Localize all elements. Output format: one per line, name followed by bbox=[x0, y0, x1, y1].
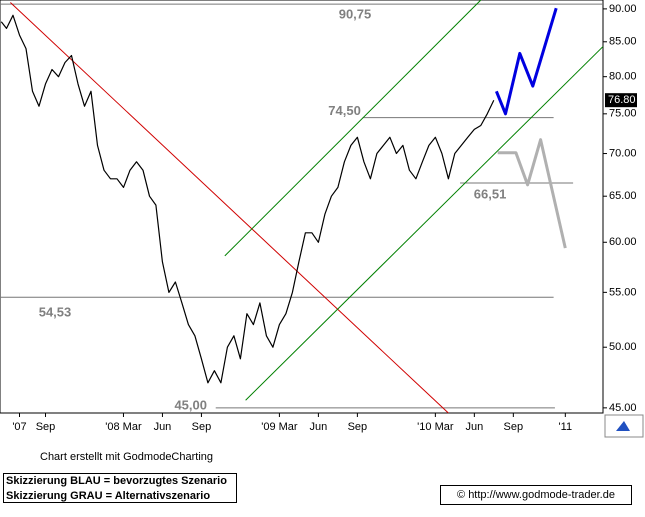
trend-line bbox=[10, 2, 449, 414]
x-tick-label: Jun bbox=[310, 421, 328, 433]
price-line bbox=[0, 14, 495, 384]
level-label: 45,00 bbox=[174, 397, 207, 412]
level-label: 66,51 bbox=[474, 186, 507, 201]
y-tick-label: 65.00 bbox=[609, 190, 637, 202]
trend-line bbox=[245, 46, 604, 401]
note: Skizzierung GRAU = Alternativszenario bbox=[6, 490, 211, 502]
y-tick-label: 45.00 bbox=[609, 402, 637, 414]
x-tick-label: Jun bbox=[465, 421, 483, 433]
y-tick-label: 60.00 bbox=[609, 236, 637, 248]
x-tick-label: Jun bbox=[154, 421, 172, 433]
note: Skizzierung BLAU = bevorzugtes Szenario bbox=[6, 475, 227, 487]
scenario-line bbox=[497, 138, 567, 249]
x-tick-label: Sep bbox=[348, 421, 368, 433]
y-tick-label: 85.00 bbox=[609, 36, 637, 48]
x-tick-label: '10 Mar bbox=[417, 421, 454, 433]
url: © http://www.godmode-trader.de bbox=[440, 485, 632, 505]
x-tick-label: '11 bbox=[559, 421, 573, 433]
scenario-box: Skizzierung BLAU = bevorzugtes Szenario … bbox=[3, 473, 237, 503]
y-tick-label: 90.00 bbox=[609, 3, 637, 15]
scenario-line bbox=[495, 7, 558, 116]
x-tick-label: '07 bbox=[12, 421, 26, 433]
x-tick-label: '08 Mar bbox=[105, 421, 142, 433]
y-tick-label: 80.00 bbox=[609, 71, 637, 83]
level-label: 90,75 bbox=[339, 7, 372, 22]
trend-line bbox=[224, 0, 482, 257]
y-tick-label: 70.00 bbox=[609, 147, 637, 159]
chart: 45.00 50.00 55.00 60.00 65.00 70.00 75.00 80.00… bbox=[0, 0, 644, 438]
x-tick-label: '09 Mar bbox=[261, 421, 298, 433]
plot-frame bbox=[0, 0, 604, 414]
level-label: 74,50 bbox=[328, 103, 361, 118]
y-tick-label: 55.00 bbox=[609, 286, 637, 298]
level-label: 54,53 bbox=[39, 305, 72, 320]
x-tick-label: Sep bbox=[36, 421, 56, 433]
y-tick-label: 50.00 bbox=[609, 341, 637, 353]
icon bbox=[616, 421, 630, 431]
last-price-box bbox=[605, 93, 637, 108]
credit: Chart erstellt mit GodmodeCharting bbox=[40, 451, 214, 463]
last-price-label: 76.80 bbox=[608, 94, 636, 106]
y-tick-label: 75.00 bbox=[609, 108, 637, 120]
x-tick-label: Sep bbox=[192, 421, 212, 433]
x-tick-label: Sep bbox=[504, 421, 524, 433]
